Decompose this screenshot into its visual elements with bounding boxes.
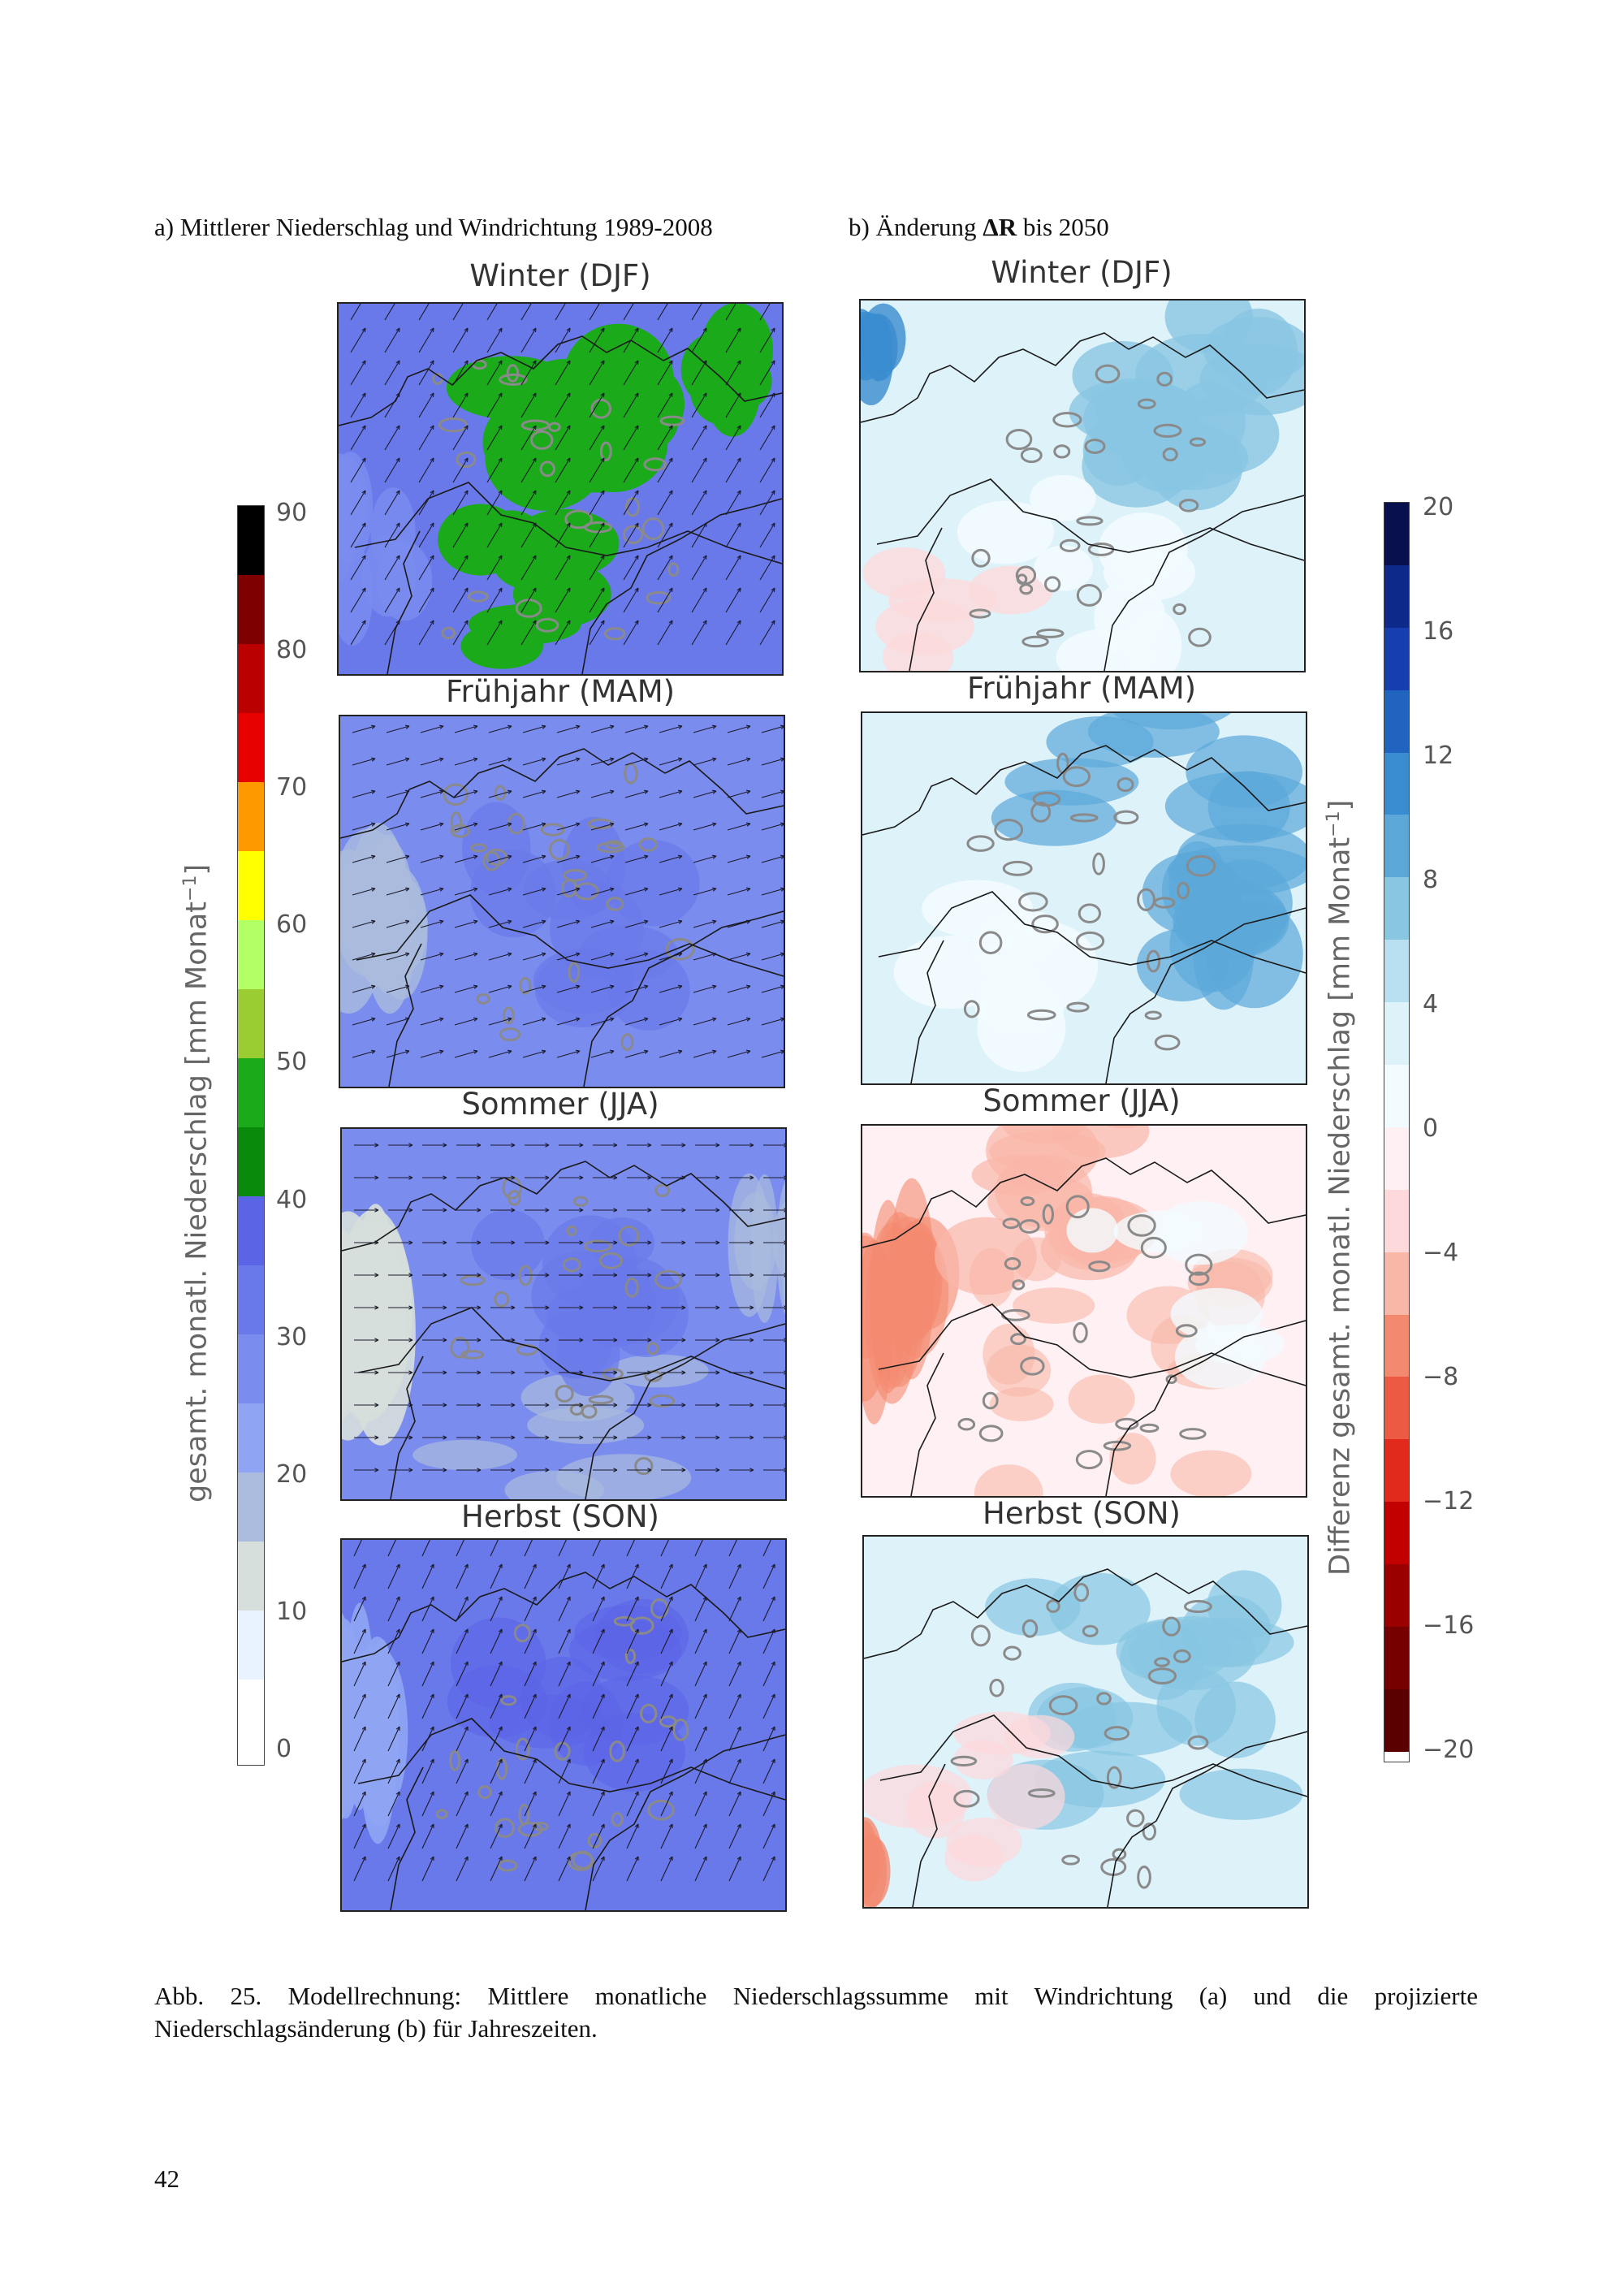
colorbar-segment bbox=[1384, 940, 1409, 1003]
colorbar-segment bbox=[1384, 877, 1409, 940]
colorbar-tick-label: 50 bbox=[276, 1048, 308, 1077]
colorbar-tick-label: 4 bbox=[1423, 990, 1439, 1018]
colorbar-segment bbox=[1384, 1502, 1409, 1565]
colorbar-segment bbox=[238, 782, 264, 851]
colorbar-segment bbox=[1384, 690, 1409, 753]
change-map-summer bbox=[831, 1061, 1307, 1522]
precipitation-map-autumn bbox=[312, 1531, 786, 1911]
colorbar-segment bbox=[1384, 815, 1409, 878]
colorbar-segment bbox=[238, 920, 264, 989]
map-b-summer bbox=[831, 1061, 1307, 1522]
colorbar-segment bbox=[238, 851, 264, 920]
colorbar-tick-label: −16 bbox=[1423, 1611, 1475, 1640]
colorbar-difference bbox=[1384, 502, 1410, 1762]
map-b-autumn bbox=[847, 1535, 1309, 1909]
page-number: 42 bbox=[154, 2164, 179, 2193]
colorbar-segment bbox=[1384, 1065, 1409, 1127]
colorbar-segment bbox=[1384, 752, 1409, 815]
colorbar-tick-label: 16 bbox=[1423, 617, 1454, 646]
colorbar-segment bbox=[1384, 1314, 1409, 1377]
colorbar-b-label: Differenz gesamt. monatl. Niederschlag [… bbox=[1324, 799, 1357, 1576]
colorbar-segment bbox=[1384, 1002, 1409, 1066]
colorbar-segment bbox=[238, 1058, 264, 1127]
panel-a-title-winter: Winter (DJF) bbox=[469, 258, 651, 293]
panel-b-title-autumn: Herbst (SON) bbox=[983, 1496, 1181, 1531]
colorbar-segment bbox=[238, 644, 264, 713]
colorbar-a-label: gesamt. monatl. Niederschlag [mm Monat−1… bbox=[180, 863, 214, 1503]
colorbar-segment bbox=[1384, 1627, 1409, 1689]
colorbar-segment bbox=[1384, 1189, 1409, 1252]
colorbar-tick-label: 10 bbox=[276, 1597, 308, 1626]
colorbar-tick-label: 20 bbox=[1423, 493, 1454, 521]
colorbar-tick-label: 8 bbox=[1423, 866, 1439, 894]
panel-a-title-spring: Frühjahr (MAM) bbox=[445, 674, 676, 709]
figure-caption: Abb. 25. Modellrechnung: Mittlere monatl… bbox=[154, 1982, 1478, 2043]
panel-b-title-winter: Winter (DJF) bbox=[991, 255, 1173, 290]
precipitation-map-winter bbox=[287, 295, 783, 675]
panel-b-title-spring: Frühjahr (MAM) bbox=[966, 671, 1197, 706]
colorbar-segment bbox=[238, 1127, 264, 1196]
colorbar-segment bbox=[238, 1541, 264, 1611]
heading-b: b) Änderung ΔR bis 2050 bbox=[849, 213, 1109, 241]
colorbar-segment bbox=[1384, 1688, 1409, 1752]
change-map-autumn bbox=[847, 1537, 1308, 1909]
colorbar-segment bbox=[1384, 564, 1409, 628]
colorbar-segment bbox=[238, 989, 264, 1058]
precipitation-map-spring bbox=[313, 716, 785, 1087]
change-map-winter bbox=[825, 279, 1323, 723]
panel-a-title-summer: Sommer (JJA) bbox=[461, 1087, 659, 1122]
colorbar-segment bbox=[238, 1265, 264, 1334]
colorbar-segment bbox=[1384, 1126, 1409, 1190]
heading-a: a) Mittlerer Niederschlag und Windrichtu… bbox=[154, 213, 713, 241]
colorbar-segment bbox=[238, 506, 264, 575]
colorbar-tick-label: 0 bbox=[276, 1735, 292, 1763]
colorbar-tick-label: 40 bbox=[276, 1185, 308, 1214]
colorbar-tick-label: −8 bbox=[1423, 1363, 1459, 1391]
precipitation-map-summer bbox=[300, 1129, 812, 1510]
colorbar-segment bbox=[238, 575, 264, 644]
colorbar-tick-label: 70 bbox=[276, 773, 308, 802]
colorbar-tick-label: 0 bbox=[1423, 1114, 1439, 1143]
colorbar-segment bbox=[238, 1472, 264, 1541]
colorbar-segment bbox=[238, 1196, 264, 1265]
colorbar-segment bbox=[238, 1680, 264, 1749]
panel-a-title-autumn: Herbst (SON) bbox=[461, 1499, 659, 1534]
map-a-winter bbox=[287, 295, 784, 676]
colorbar-segment bbox=[238, 1403, 264, 1472]
map-b-winter bbox=[825, 279, 1323, 723]
colorbar-tick-label: −4 bbox=[1423, 1239, 1459, 1267]
colorbar-segment bbox=[1384, 1439, 1409, 1503]
panel-b-title-summer: Sommer (JJA) bbox=[983, 1083, 1181, 1118]
map-a-spring bbox=[313, 715, 785, 1088]
colorbar-tick-label: 12 bbox=[1423, 742, 1454, 770]
colorbar-tick-label: 60 bbox=[276, 910, 308, 940]
colorbar-tick-label: −12 bbox=[1423, 1487, 1475, 1516]
colorbar-segment bbox=[238, 713, 264, 782]
colorbar-tick-label: 90 bbox=[276, 499, 308, 527]
map-a-summer bbox=[300, 1127, 812, 1510]
colorbar-tick-label: −20 bbox=[1423, 1736, 1475, 1764]
colorbar-segment bbox=[1384, 1377, 1409, 1440]
colorbar-tick-label: 80 bbox=[276, 636, 308, 665]
colorbar-segment bbox=[1384, 503, 1409, 565]
map-a-autumn bbox=[312, 1531, 787, 1912]
colorbar-segment bbox=[1384, 1564, 1409, 1628]
colorbar-segment bbox=[238, 1334, 264, 1403]
change-map-spring bbox=[862, 629, 1321, 1084]
map-b-spring bbox=[861, 629, 1321, 1085]
colorbar-tick-label: 20 bbox=[276, 1459, 308, 1489]
colorbar-segment bbox=[1384, 627, 1409, 690]
colorbar-tick-label: 30 bbox=[276, 1322, 308, 1351]
colorbar-precipitation bbox=[237, 505, 265, 1766]
colorbar-segment bbox=[238, 1611, 264, 1680]
colorbar-segment bbox=[1384, 1252, 1409, 1315]
